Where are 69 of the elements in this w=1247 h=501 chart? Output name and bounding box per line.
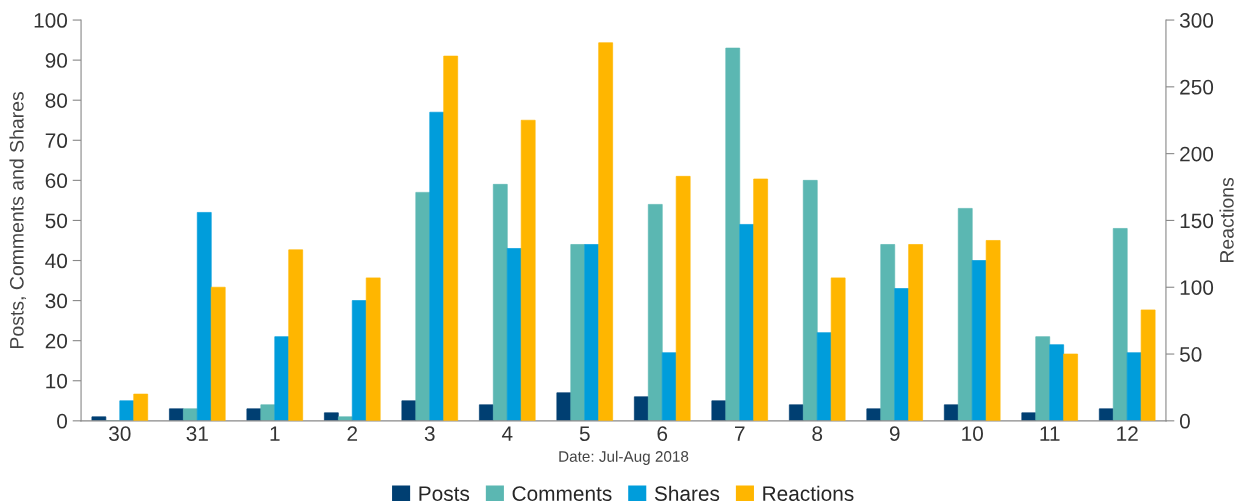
bar	[492, 184, 508, 421]
bar	[324, 412, 339, 421]
x-axis-title: Date: Jul-Aug 2018	[559, 450, 689, 465]
legend-label: Reactions	[763, 485, 854, 501]
x-tick-label: 31	[186, 426, 208, 441]
y-tick-label: 40	[45, 253, 68, 269]
bar	[711, 400, 727, 421]
x-tick-label: 9	[889, 426, 900, 441]
y2-tick-label: 100	[1180, 280, 1214, 295]
y-tick-label: 0	[57, 413, 68, 429]
y2-tick-label: 150	[1180, 213, 1214, 229]
bar	[401, 400, 417, 421]
bar	[661, 352, 677, 421]
y-tick-label: 80	[45, 93, 68, 108]
bar	[634, 396, 649, 421]
bar	[1021, 412, 1037, 421]
legend-label: Posts	[419, 486, 470, 501]
x-tick-label: 11	[1040, 426, 1060, 441]
legend-label: Comments	[512, 486, 612, 501]
bar	[91, 416, 107, 421]
bar	[675, 176, 691, 421]
y2-tick-label: 50	[1179, 347, 1202, 362]
bar	[479, 404, 494, 421]
x-tick-label: 5	[579, 426, 590, 441]
bar	[788, 404, 804, 421]
y-tick-label: 70	[45, 133, 68, 149]
y2-tick-label: 0	[1179, 413, 1190, 429]
x-tick-label: 30	[109, 426, 131, 441]
bar	[943, 404, 959, 421]
bar	[570, 244, 586, 421]
y-tick-label: 100	[34, 13, 68, 28]
y-tick-label: 10	[46, 373, 68, 389]
x-tick-label: 3	[424, 426, 435, 441]
bar	[1112, 228, 1128, 421]
y-tick-label: 20	[45, 333, 68, 349]
y2-tick-label: 200	[1180, 146, 1214, 162]
bar	[415, 192, 431, 421]
bar	[246, 408, 262, 421]
bar	[169, 408, 184, 421]
y2-tick-label: 250	[1180, 79, 1214, 95]
bar	[957, 208, 973, 421]
x-tick-label: 1	[270, 426, 280, 441]
x-tick-label: 7	[735, 426, 745, 441]
y2-tick-label: 300	[1179, 13, 1214, 28]
bar	[1098, 408, 1114, 421]
y-tick-label: 60	[45, 173, 68, 189]
bar	[182, 408, 198, 421]
bar	[260, 404, 276, 421]
x-tick-label: 10	[962, 426, 983, 441]
y2-axis-title: Reactions	[1219, 177, 1234, 263]
x-tick-label: 6	[657, 426, 668, 441]
bar	[598, 42, 613, 421]
x-tick-label: 2	[347, 426, 358, 441]
bar	[647, 204, 663, 421]
legend-label: Shares	[654, 485, 720, 501]
y-tick-label: 90	[45, 53, 68, 68]
x-tick-label: 12	[1117, 426, 1138, 441]
x-tick-label: 8	[812, 426, 823, 441]
bar	[288, 249, 304, 421]
y-axis-title: Posts, Comments and Shares	[9, 91, 26, 348]
x-tick-label: 4	[501, 426, 513, 441]
bar	[802, 180, 818, 421]
bar	[556, 392, 572, 421]
y-tick-label: 50	[45, 213, 68, 229]
bar	[1035, 336, 1051, 421]
bar	[866, 408, 882, 421]
bar	[880, 244, 896, 421]
bar	[725, 47, 741, 421]
y-tick-label: 30	[45, 293, 68, 309]
